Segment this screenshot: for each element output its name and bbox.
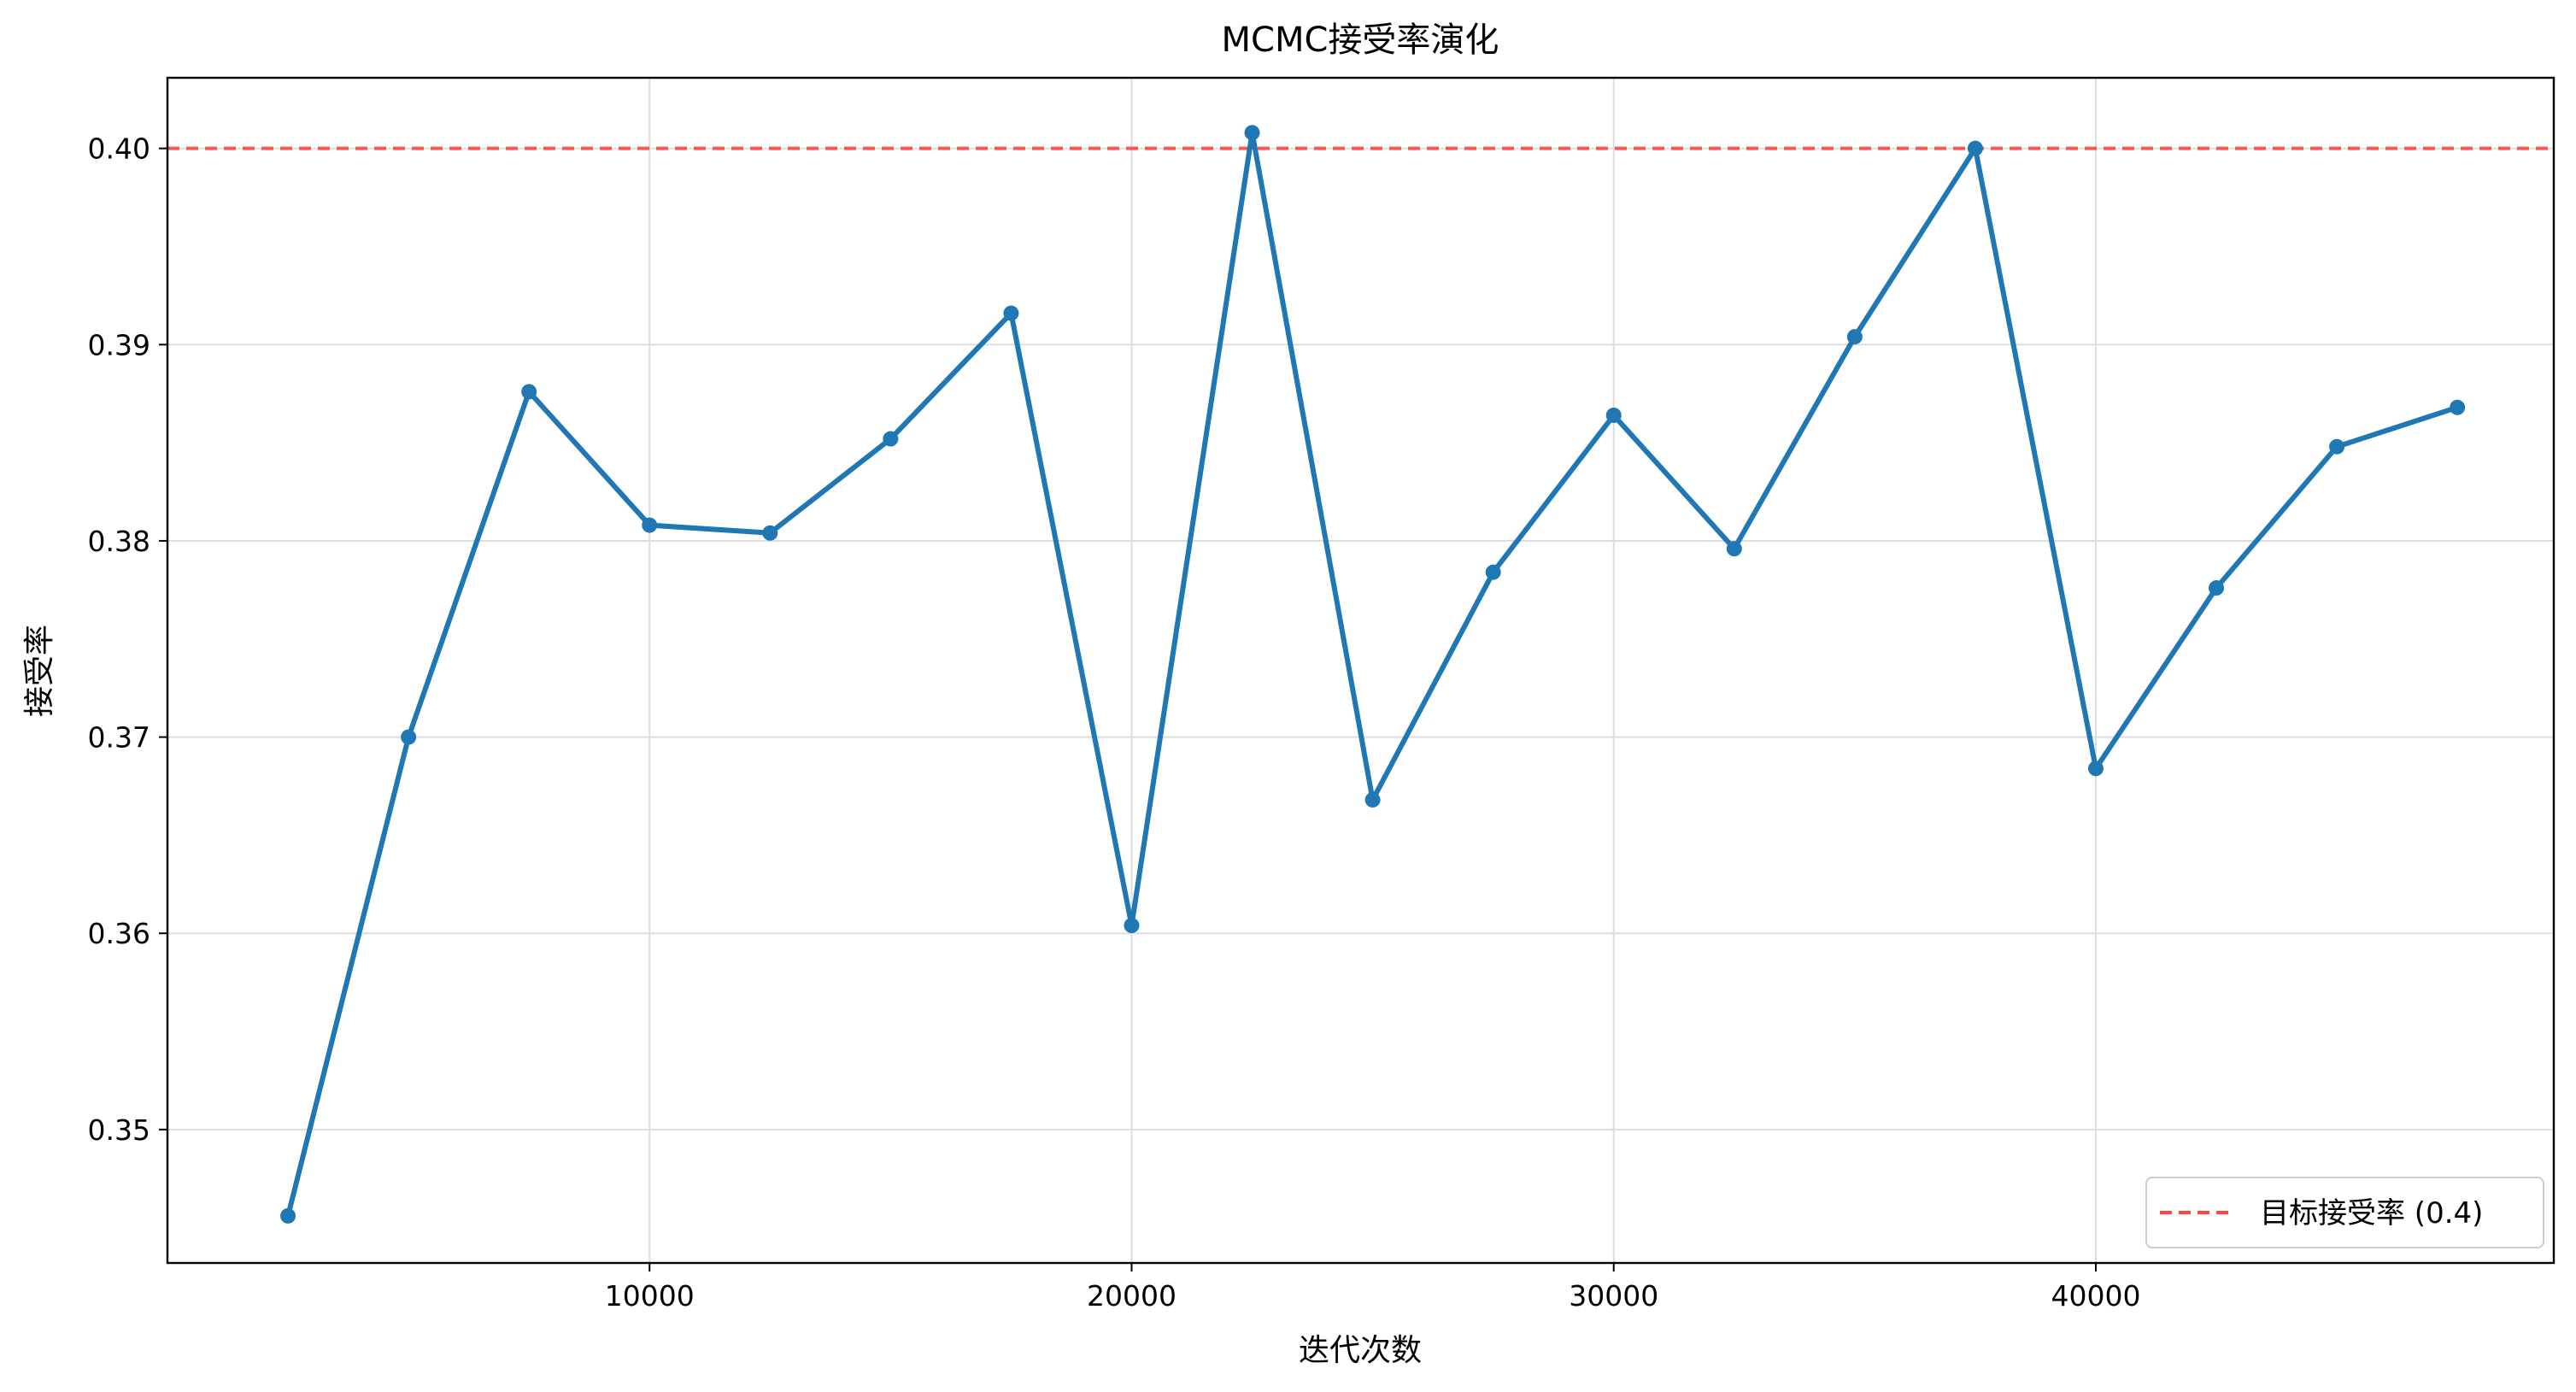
legend: 目标接受率 (0.4)	[2145, 1177, 2544, 1248]
series-group	[280, 125, 2466, 1224]
x-axis: 10000 20000 30000 40000	[605, 1263, 2140, 1313]
grid	[167, 78, 2554, 1263]
data-point	[521, 384, 537, 400]
data-point	[1967, 140, 1983, 156]
y-axis: 0.35 0.36 0.37 0.38 0.39 0.40	[88, 132, 167, 1147]
data-point	[401, 729, 417, 745]
data-point	[1485, 564, 1501, 580]
y-axis-label: 接受率	[22, 625, 57, 717]
chart-title: MCMC接受率演化	[1222, 21, 1499, 60]
x-axis-label: 迭代次数	[1299, 1333, 1422, 1368]
data-point	[1605, 407, 1622, 423]
y-tick-label: 0.40	[88, 132, 150, 166]
y-tick-label: 0.35	[88, 1113, 150, 1147]
series-line	[285, 130, 2459, 1217]
x-tick-label: 20000	[1087, 1279, 1177, 1313]
data-point	[883, 431, 899, 447]
y-tick-label: 0.36	[88, 917, 150, 950]
x-tick-label: 30000	[1569, 1279, 1658, 1313]
data-point	[1244, 125, 1260, 141]
data-point	[2209, 580, 2225, 596]
data-point	[2329, 438, 2345, 455]
data-point	[1124, 918, 1140, 934]
data-point	[2450, 399, 2466, 415]
data-point	[642, 517, 658, 533]
data-point	[280, 1207, 296, 1224]
x-tick-label: 10000	[605, 1279, 695, 1313]
data-point	[1003, 305, 1019, 321]
legend-label: 目标接受率 (0.4)	[2260, 1196, 2483, 1230]
data-point	[1726, 541, 1742, 557]
legend-box	[2145, 1177, 2544, 1248]
data-point	[2087, 761, 2104, 777]
y-tick-label: 0.38	[88, 525, 150, 558]
y-tick-label: 0.37	[88, 721, 150, 755]
data-point	[762, 525, 778, 541]
plot-area	[166, 76, 2555, 1265]
y-tick-label: 0.39	[88, 328, 150, 361]
data-point	[1846, 329, 1863, 345]
x-tick-label: 40000	[2051, 1279, 2140, 1313]
data-point	[1364, 792, 1381, 808]
